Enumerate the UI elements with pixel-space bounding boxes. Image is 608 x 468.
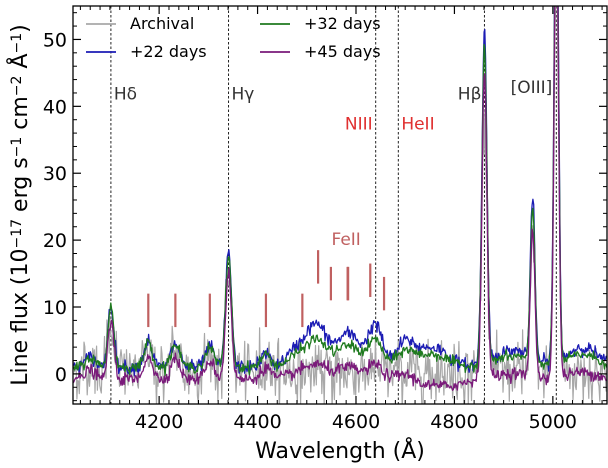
x-tick-label: 4600 (332, 411, 380, 433)
y-tick-label: 0 (55, 364, 67, 386)
line-label-h: Hβ (458, 85, 482, 105)
line-labels-layer: FeII Hδ Hγ NIII HeII Hβ [OIII] (114, 78, 553, 328)
plot-frame (72, 5, 608, 405)
line-label-niii: NIII (345, 115, 373, 135)
legend: Archival +22 days +32 days +45 days (86, 14, 381, 61)
line-label-h: Hδ (114, 85, 137, 105)
x-axis-title: Wavelength (Å) (255, 437, 425, 464)
line-label-h: Hγ (232, 85, 255, 105)
y-tick-label: 30 (43, 163, 67, 185)
feii-label: FeII (331, 230, 360, 250)
line-label-oiii: [OIII] (511, 78, 553, 98)
x-tick-label: 4200 (135, 411, 183, 433)
series-line-4 (73, 6, 607, 391)
legend-label: +22 days (130, 42, 207, 61)
legend-label: +32 days (304, 14, 381, 33)
legend-label: +45 days (304, 42, 381, 61)
y-tick-label: 10 (43, 297, 67, 319)
y-axis-title: Line flux (10−17 erg s−1 cm−2 Å−1) (6, 24, 33, 385)
series-line-3 (73, 6, 607, 377)
marker-lines-layer (110, 6, 557, 404)
y-tick-label: 40 (43, 96, 67, 118)
line-label-heii: HeII (401, 115, 434, 135)
axes-layer: 0 10 20 30 40 50 4200 4400 4600 4800 5000 Wavelengt… (6, 5, 608, 464)
y-tick-label: 20 (43, 230, 67, 252)
y-tick-label: 50 (43, 29, 67, 51)
series-line-1 (73, 6, 607, 404)
x-tick-label: 4800 (430, 411, 478, 433)
x-tick-label: 4400 (233, 411, 281, 433)
x-tick-label: 5000 (529, 411, 577, 433)
series-layer (73, 6, 607, 404)
legend-label: Archival (130, 14, 194, 33)
